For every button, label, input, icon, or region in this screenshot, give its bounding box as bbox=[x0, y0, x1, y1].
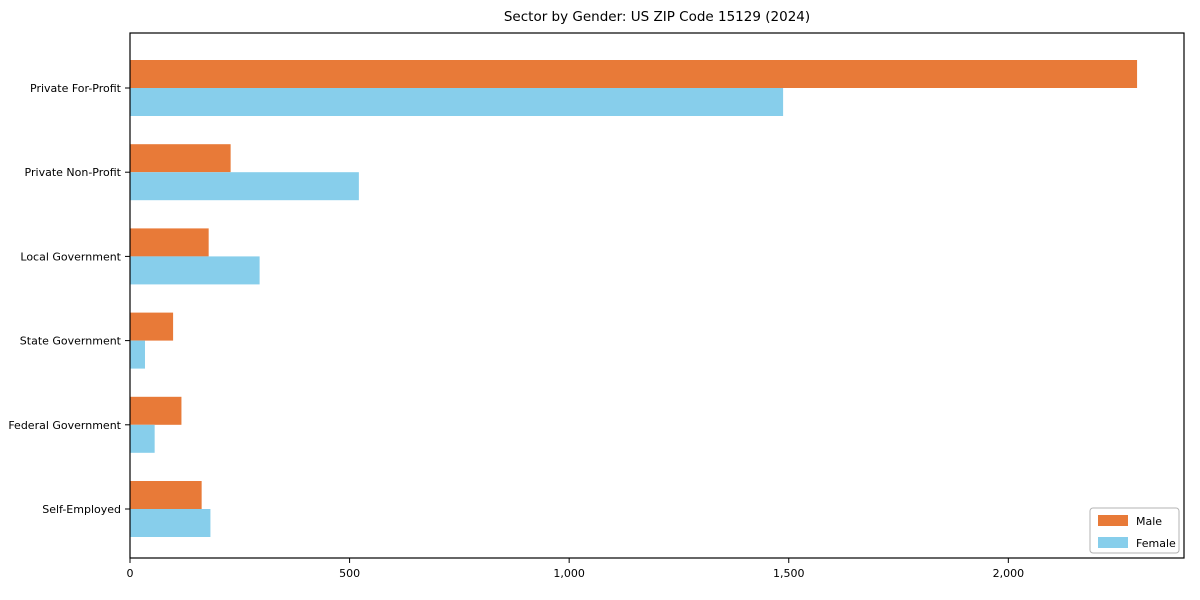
bar-female-self-employed bbox=[130, 509, 211, 537]
y-tick-label-private-for-profit: Private For-Profit bbox=[30, 82, 122, 95]
y-tick-label-federal-government: Federal Government bbox=[8, 419, 121, 432]
bar-female-local-government bbox=[130, 256, 260, 285]
x-tick-label-500: 500 bbox=[339, 567, 360, 580]
legend-swatch-female bbox=[1098, 537, 1128, 548]
chart-title: Sector by Gender: US ZIP Code 15129 (202… bbox=[504, 9, 810, 25]
x-tick-label-1000: 1,000 bbox=[553, 567, 585, 580]
bar-male-federal-government bbox=[130, 396, 182, 425]
legend-swatch-male bbox=[1098, 515, 1128, 526]
x-tick-label-0: 0 bbox=[127, 567, 134, 580]
y-tick-label-self-employed: Self-Employed bbox=[42, 503, 121, 516]
bar-male-self-employed bbox=[130, 481, 202, 509]
bar-female-private-for-profit bbox=[130, 88, 784, 116]
bar-male-local-government bbox=[130, 228, 209, 257]
bar-female-private-non-profit bbox=[130, 172, 359, 201]
x-tick-label-1500: 1,500 bbox=[773, 567, 805, 580]
y-tick-label-private-non-profit: Private Non-Profit bbox=[25, 166, 122, 179]
y-tick-label-state-government: State Government bbox=[20, 335, 122, 348]
plot-border bbox=[129, 32, 1185, 559]
bar-male-private-non-profit bbox=[130, 144, 231, 173]
y-tick-label-local-government: Local Government bbox=[20, 250, 121, 263]
x-tick-label-2000: 2,000 bbox=[993, 567, 1025, 580]
bar-male-private-for-profit bbox=[130, 60, 1138, 88]
bar-female-state-government bbox=[130, 340, 145, 369]
legend-label-male: Male bbox=[1136, 515, 1162, 528]
bar-female-federal-government bbox=[130, 424, 155, 453]
bar-male-state-government bbox=[130, 312, 174, 341]
legend-label-female: Female bbox=[1136, 537, 1176, 550]
